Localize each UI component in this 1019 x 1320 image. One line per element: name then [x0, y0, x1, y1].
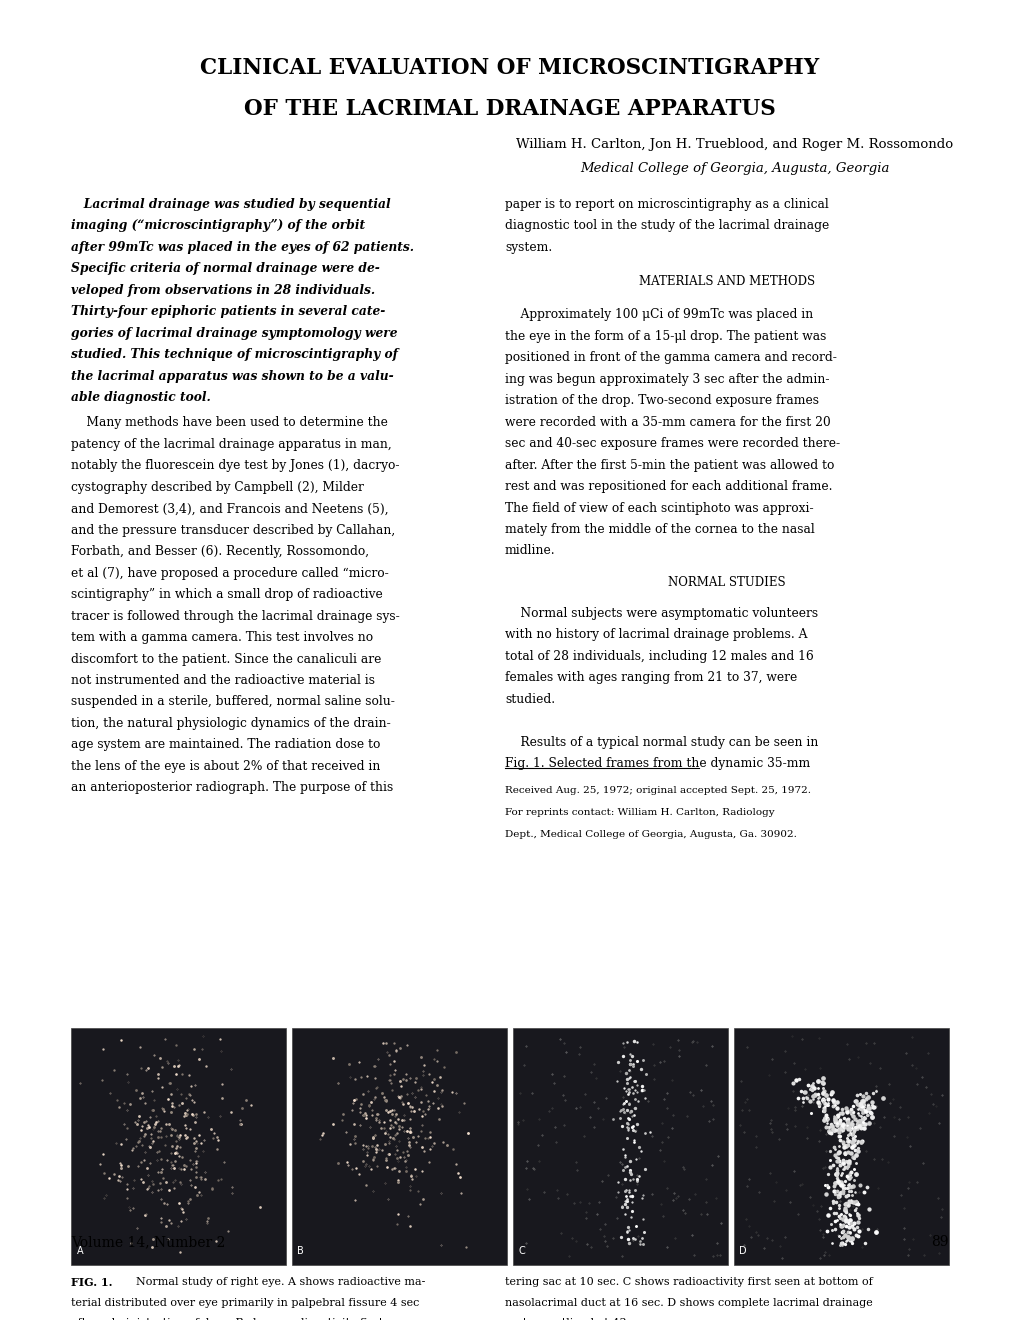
Text: suspended in a sterile, buffered, normal saline solu-: suspended in a sterile, buffered, normal… [71, 696, 395, 709]
Text: after 99mTc was placed in the eyes of 62 patients.: after 99mTc was placed in the eyes of 62… [71, 242, 414, 253]
Text: ing was begun approximately 3 sec after the admin-: ing was begun approximately 3 sec after … [504, 372, 828, 385]
Text: midline.: midline. [504, 544, 555, 557]
Text: veloped from observations in 28 individuals.: veloped from observations in 28 individu… [71, 284, 375, 297]
Text: Volume 14, Number 2: Volume 14, Number 2 [71, 1236, 225, 1249]
Text: cystography described by Campbell (2), Milder: cystography described by Campbell (2), M… [71, 480, 364, 494]
Text: the eye in the form of a 15-μl drop. The patient was: the eye in the form of a 15-μl drop. The… [504, 330, 825, 343]
Text: NORMAL STUDIES: NORMAL STUDIES [667, 576, 785, 589]
Text: A: A [76, 1246, 83, 1255]
Text: notably the fluorescein dye test by Jones (1), dacryo-: notably the fluorescein dye test by Jone… [71, 459, 399, 473]
Text: positioned in front of the gamma camera and record-: positioned in front of the gamma camera … [504, 351, 836, 364]
Text: system outlined at 43 sec.: system outlined at 43 sec. [504, 1319, 651, 1320]
Text: nasolacrimal duct at 16 sec. D shows complete lacrimal drainage: nasolacrimal duct at 16 sec. D shows com… [504, 1298, 872, 1308]
Text: Normal study of right eye. A shows radioactive ma-: Normal study of right eye. A shows radio… [136, 1278, 425, 1287]
Text: total of 28 individuals, including 12 males and 16: total of 28 individuals, including 12 ma… [504, 649, 813, 663]
Text: Thirty-four epiphoric patients in several cate-: Thirty-four epiphoric patients in severa… [71, 305, 385, 318]
Text: FIG. 1.: FIG. 1. [71, 1278, 113, 1288]
Text: studied.: studied. [504, 693, 554, 706]
Text: age system are maintained. The radiation dose to: age system are maintained. The radiation… [71, 738, 380, 751]
Text: after. After the first 5-min the patient was allowed to: after. After the first 5-min the patient… [504, 458, 834, 471]
Text: the lens of the eye is about 2% of that received in: the lens of the eye is about 2% of that … [71, 760, 380, 772]
Text: tion, the natural physiologic dynamics of the drain-: tion, the natural physiologic dynamics o… [71, 717, 390, 730]
Text: an anterioposterior radiograph. The purpose of this: an anterioposterior radiograph. The purp… [71, 781, 393, 795]
Text: females with ages ranging from 21 to 37, were: females with ages ranging from 21 to 37,… [504, 671, 797, 684]
Text: studied. This technique of microscintigraphy of: studied. This technique of microscintigr… [71, 348, 397, 362]
Text: Results of a typical normal study can be seen in: Results of a typical normal study can be… [504, 735, 817, 748]
Text: Forbath, and Besser (6). Recently, Rossomondo,: Forbath, and Besser (6). Recently, Rosso… [71, 545, 369, 558]
Bar [513, 1028, 728, 1265]
Bar [292, 1028, 506, 1265]
Text: discomfort to the patient. Since the canaliculi are: discomfort to the patient. Since the can… [71, 652, 381, 665]
Text: after administration of drop. B shows radioactivity first seen en-: after administration of drop. B shows ra… [71, 1319, 434, 1320]
Text: were recorded with a 35-mm camera for the first 20: were recorded with a 35-mm camera for th… [504, 416, 829, 429]
Text: the lacrimal apparatus was shown to be a valu-: the lacrimal apparatus was shown to be a… [71, 370, 393, 383]
Text: Lacrimal drainage was studied by sequential: Lacrimal drainage was studied by sequent… [71, 198, 390, 211]
Text: tem with a gamma camera. This test involves no: tem with a gamma camera. This test invol… [71, 631, 373, 644]
Text: Specific criteria of normal drainage were de-: Specific criteria of normal drainage wer… [71, 263, 380, 276]
Text: not instrumented and the radioactive material is: not instrumented and the radioactive mat… [71, 675, 375, 686]
Text: 89: 89 [930, 1236, 948, 1249]
Text: Dept., Medical College of Georgia, Augusta, Ga. 30902.: Dept., Medical College of Georgia, Augus… [504, 829, 796, 838]
Text: CLINICAL EVALUATION OF MICROSCINTIGRAPHY: CLINICAL EVALUATION OF MICROSCINTIGRAPHY [200, 58, 819, 79]
Text: The field of view of each scintiphoto was approxi-: The field of view of each scintiphoto wa… [504, 502, 813, 515]
Text: tracer is followed through the lacrimal drainage sys-: tracer is followed through the lacrimal … [71, 610, 399, 623]
Bar [734, 1028, 948, 1265]
Text: system.: system. [504, 242, 551, 253]
Text: paper is to report on microscintigraphy as a clinical: paper is to report on microscintigraphy … [504, 198, 827, 211]
Text: MATERIALS AND METHODS: MATERIALS AND METHODS [638, 275, 814, 288]
Text: able diagnostic tool.: able diagnostic tool. [71, 391, 211, 404]
Text: mately from the middle of the cornea to the nasal: mately from the middle of the cornea to … [504, 523, 814, 536]
Text: sec and 40-sec exposure frames were recorded there-: sec and 40-sec exposure frames were reco… [504, 437, 840, 450]
Text: istration of the drop. Two-second exposure frames: istration of the drop. Two-second exposu… [504, 395, 818, 408]
Text: et al (7), have proposed a procedure called “micro-: et al (7), have proposed a procedure cal… [71, 566, 389, 579]
Text: Normal subjects were asymptomatic volunteers: Normal subjects were asymptomatic volunt… [504, 607, 817, 620]
Text: diagnostic tool in the study of the lacrimal drainage: diagnostic tool in the study of the lacr… [504, 219, 828, 232]
Text: and the pressure transducer described by Callahan,: and the pressure transducer described by… [71, 524, 395, 537]
Text: tering sac at 10 sec. C shows radioactivity first seen at bottom of: tering sac at 10 sec. C shows radioactiv… [504, 1278, 872, 1287]
Text: gories of lacrimal drainage symptomology were: gories of lacrimal drainage symptomology… [71, 327, 397, 339]
Text: imaging (“microscintigraphy”) of the orbit: imaging (“microscintigraphy”) of the orb… [71, 219, 365, 232]
Text: patency of the lacrimal drainage apparatus in man,: patency of the lacrimal drainage apparat… [71, 438, 391, 451]
Text: D: D [738, 1246, 746, 1255]
Bar [71, 1028, 286, 1265]
Text: William H. Carlton, Jon H. Trueblood, and Roger M. Rossomondo: William H. Carlton, Jon H. Trueblood, an… [516, 139, 952, 150]
Text: terial distributed over eye primarily in palpebral fissure 4 sec: terial distributed over eye primarily in… [71, 1298, 420, 1308]
Text: OF THE LACRIMAL DRAINAGE APPARATUS: OF THE LACRIMAL DRAINAGE APPARATUS [244, 99, 775, 120]
Text: Approximately 100 μCi of 99mTc was placed in: Approximately 100 μCi of 99mTc was place… [504, 309, 812, 321]
Text: scintigraphy” in which a small drop of radioactive: scintigraphy” in which a small drop of r… [71, 589, 383, 601]
Text: Fig. 1. Selected frames from the dynamic 35-mm: Fig. 1. Selected frames from the dynamic… [504, 758, 809, 770]
Text: Many methods have been used to determine the: Many methods have been used to determine… [71, 416, 388, 429]
Text: with no history of lacrimal drainage problems. A: with no history of lacrimal drainage pro… [504, 628, 807, 642]
Text: Received Aug. 25, 1972; original accepted Sept. 25, 1972.: Received Aug. 25, 1972; original accepte… [504, 787, 810, 795]
Text: For reprints contact: William H. Carlton, Radiology: For reprints contact: William H. Carlton… [504, 808, 773, 817]
Text: B: B [298, 1246, 304, 1255]
Text: rest and was repositioned for each additional frame.: rest and was repositioned for each addit… [504, 480, 832, 494]
Text: Medical College of Georgia, Augusta, Georgia: Medical College of Georgia, Augusta, Geo… [579, 162, 889, 176]
Text: and Demorest (3,4), and Francois and Neetens (5),: and Demorest (3,4), and Francois and Nee… [71, 503, 388, 515]
Text: C: C [518, 1246, 525, 1255]
